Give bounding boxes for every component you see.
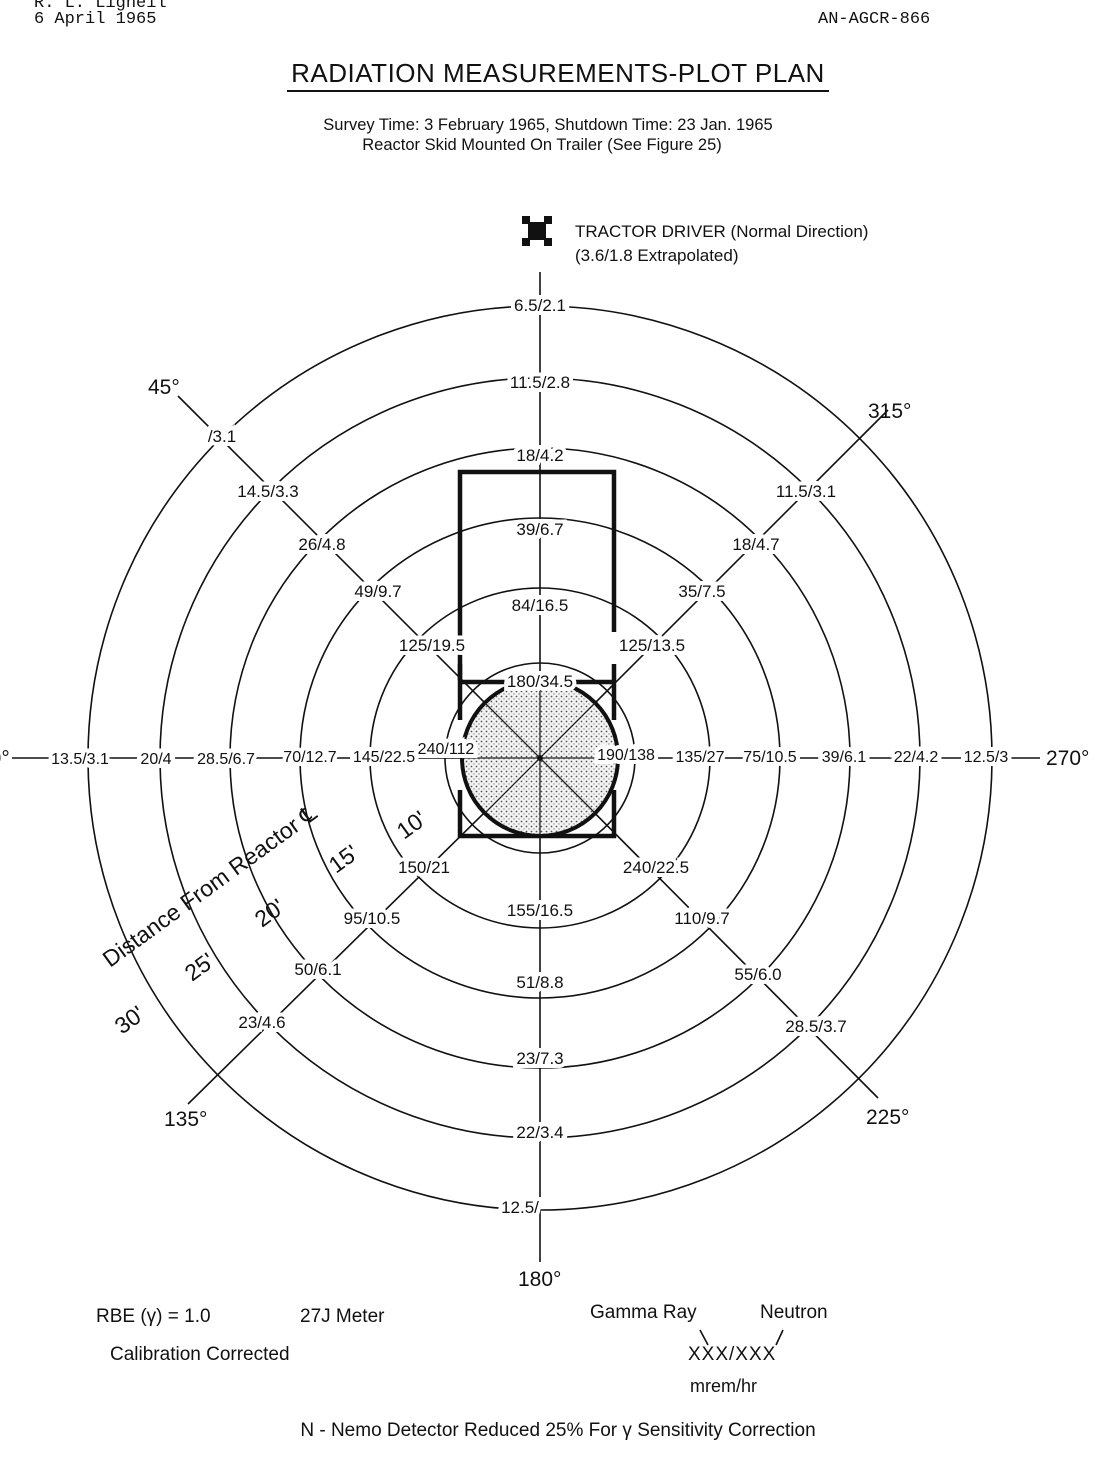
angle-135-label: 135° [164,1108,207,1131]
neutron-arrow [775,1329,784,1346]
reading-315-20ft: 18/4.7 [732,535,779,554]
angle-225-label: 225° [866,1106,909,1129]
reading-225-10ft: 240/22.5 [623,858,689,877]
driver-label-line2: (3.6/1.8 Extrapolated) [575,246,738,265]
reactor-skid [460,678,620,838]
format-example: XXX/XXX [688,1344,777,1365]
reading-315-15ft: 35/7.5 [678,582,725,601]
reading-0-20ft: 39/6.7 [516,520,563,539]
angle-180-label: 180° [518,1268,561,1291]
angle-90-label: 90° [0,747,10,770]
reading-90-outer: 13.5/3.1 [51,751,109,768]
reading-0-25ft: 18/4.2 [516,446,563,465]
reading-90-30ft: 20/4 [140,751,171,768]
reactor-center [537,755,543,761]
angle-315-label: 315° [868,400,911,423]
title-text: RADIATION MEASUREMENTS-PLOT PLAN [287,58,829,92]
readings-180deg: 155/16.5 51/8.8 23/7.3 22/3.4 12.5/ [497,897,577,1221]
reading-225-15ft: 110/9.7 [674,909,729,928]
subtitle-reactor-skid: Reactor Skid Mounted On Trailer (See Fig… [362,136,722,154]
gamma-ray-label: Gamma Ray [590,1302,697,1323]
plot-plan-diagram: TRACTOR DRIVER (Normal Direction) (3.6/1… [0,216,1089,1291]
reading-315-10ft: 125/13.5 [619,636,685,655]
driver-cross-icon [522,216,552,246]
trailer-bed [457,469,617,680]
angle-labels: 45° 315° 135° 225° 180° 270° 90° [0,376,1089,1291]
reading-90-15ft: 145/22.5 [353,749,415,766]
reading-180-15ft: 51/8.8 [516,973,563,992]
reading-180-20ft: 23/7.3 [516,1049,563,1068]
meter-label: 27J Meter [300,1306,385,1327]
reading-135-25ft: 23/4.6 [238,1013,285,1032]
reading-180-30ft: 12.5/ [501,1198,539,1217]
tractor-driver-marker: TRACTOR DRIVER (Normal Direction) (3.6/1… [522,216,868,265]
reading-45-25ft: 14.5/3.3 [237,482,298,501]
reading-270-30ft: 22/4.2 [894,749,939,766]
calibration-label: Calibration Corrected [110,1344,290,1365]
header-date: 6 April 1965 [34,10,157,29]
spoke-135 [187,757,541,1105]
page-title: RADIATION MEASUREMENTS-PLOT PLAN [0,58,1116,92]
reading-270-15ft: 135/27 [676,749,725,766]
reading-270-10ft: 190/138 [597,747,655,764]
reading-90-20ft: 70/12.7 [283,749,336,766]
neutron-label: Neutron [760,1302,828,1323]
readings-0deg: 180/34.5 84/16.5 39/6.7 18/4.2 11.5/2.8 … [503,292,577,695]
reading-90-25ft: 28.5/6.7 [197,751,255,768]
reading-135-15ft: 95/10.5 [344,909,401,928]
reading-90-10ft: 240/112 [418,741,475,758]
reading-270-20ft: 75/10.5 [743,749,796,766]
subtitle-survey-time: Survey Time: 3 February 1965, Shutdown T… [323,116,773,134]
readings-315deg: 125/13.5 35/7.5 18/4.7 11.5/3.1 [615,478,840,659]
reading-270-25ft: 39/6.1 [822,749,867,766]
reading-45-10ft: 125/19.5 [399,636,465,655]
readings-270deg: 190/138 135/27 75/10.5 39/6.1 22/4.2 12.… [593,743,1012,770]
readings-135deg: 150/21 95/10.5 50/6.1 23/4.6 [234,854,454,1036]
header-author: R. L. Ligneil [34,0,167,13]
unit-label: mrem/hr [690,1376,757,1396]
reading-0-15ft: 84/16.5 [512,596,569,615]
reading-0-10ft: 180/34.5 [507,672,573,691]
reading-45-30ft: /3.1 [208,427,236,446]
reading-45-15ft: 49/9.7 [354,582,401,601]
reading-225-25ft: 28.5/3.7 [785,1017,846,1036]
gamma-arrow [699,1329,709,1346]
header-doc-number: AN-AGCR-866 [818,10,931,29]
readings-45deg: 125/19.5 49/9.7 26/4.8 14.5/3.3 /3.1 [204,423,469,659]
reading-45-20ft: 26/4.8 [298,535,345,554]
reading-270-outer: 12.5/3 [964,749,1009,766]
spoke-45 [177,395,541,759]
readings-90deg: 240/112 145/22.5 70/12.7 28.5/6.7 20/4 1… [47,737,478,772]
reading-135-20ft: 50/6.1 [294,960,341,979]
reading-225-20ft: 55/6.0 [734,965,781,984]
spoke-315 [539,409,889,759]
angle-270-label: 270° [1046,747,1089,770]
reading-315-25ft: 11.5/3.1 [776,482,836,501]
angle-45-label: 45° [148,376,180,399]
reading-180-10ft: 155/16.5 [507,901,573,920]
nemo-detector-note: N - Nemo Detector Reduced 25% For γ Sens… [300,1420,816,1441]
reading-0-30ft: 11.5/2.8 [510,373,570,392]
reading-135-10ft: 150/21 [398,858,450,877]
reading-labels: 180/34.5 84/16.5 39/6.7 18/4.2 11.5/2.8 … [47,292,1012,1221]
driver-label-line1: TRACTOR DRIVER (Normal Direction) [575,222,868,241]
reading-0-outer: 6.5/2.1 [514,296,566,315]
rbe-label: RBE (γ) = 1.0 [96,1306,211,1327]
readings-225deg: 240/22.5 110/9.7 55/6.0 28.5/3.7 [619,854,851,1040]
reading-180-25ft: 22/3.4 [516,1123,563,1142]
